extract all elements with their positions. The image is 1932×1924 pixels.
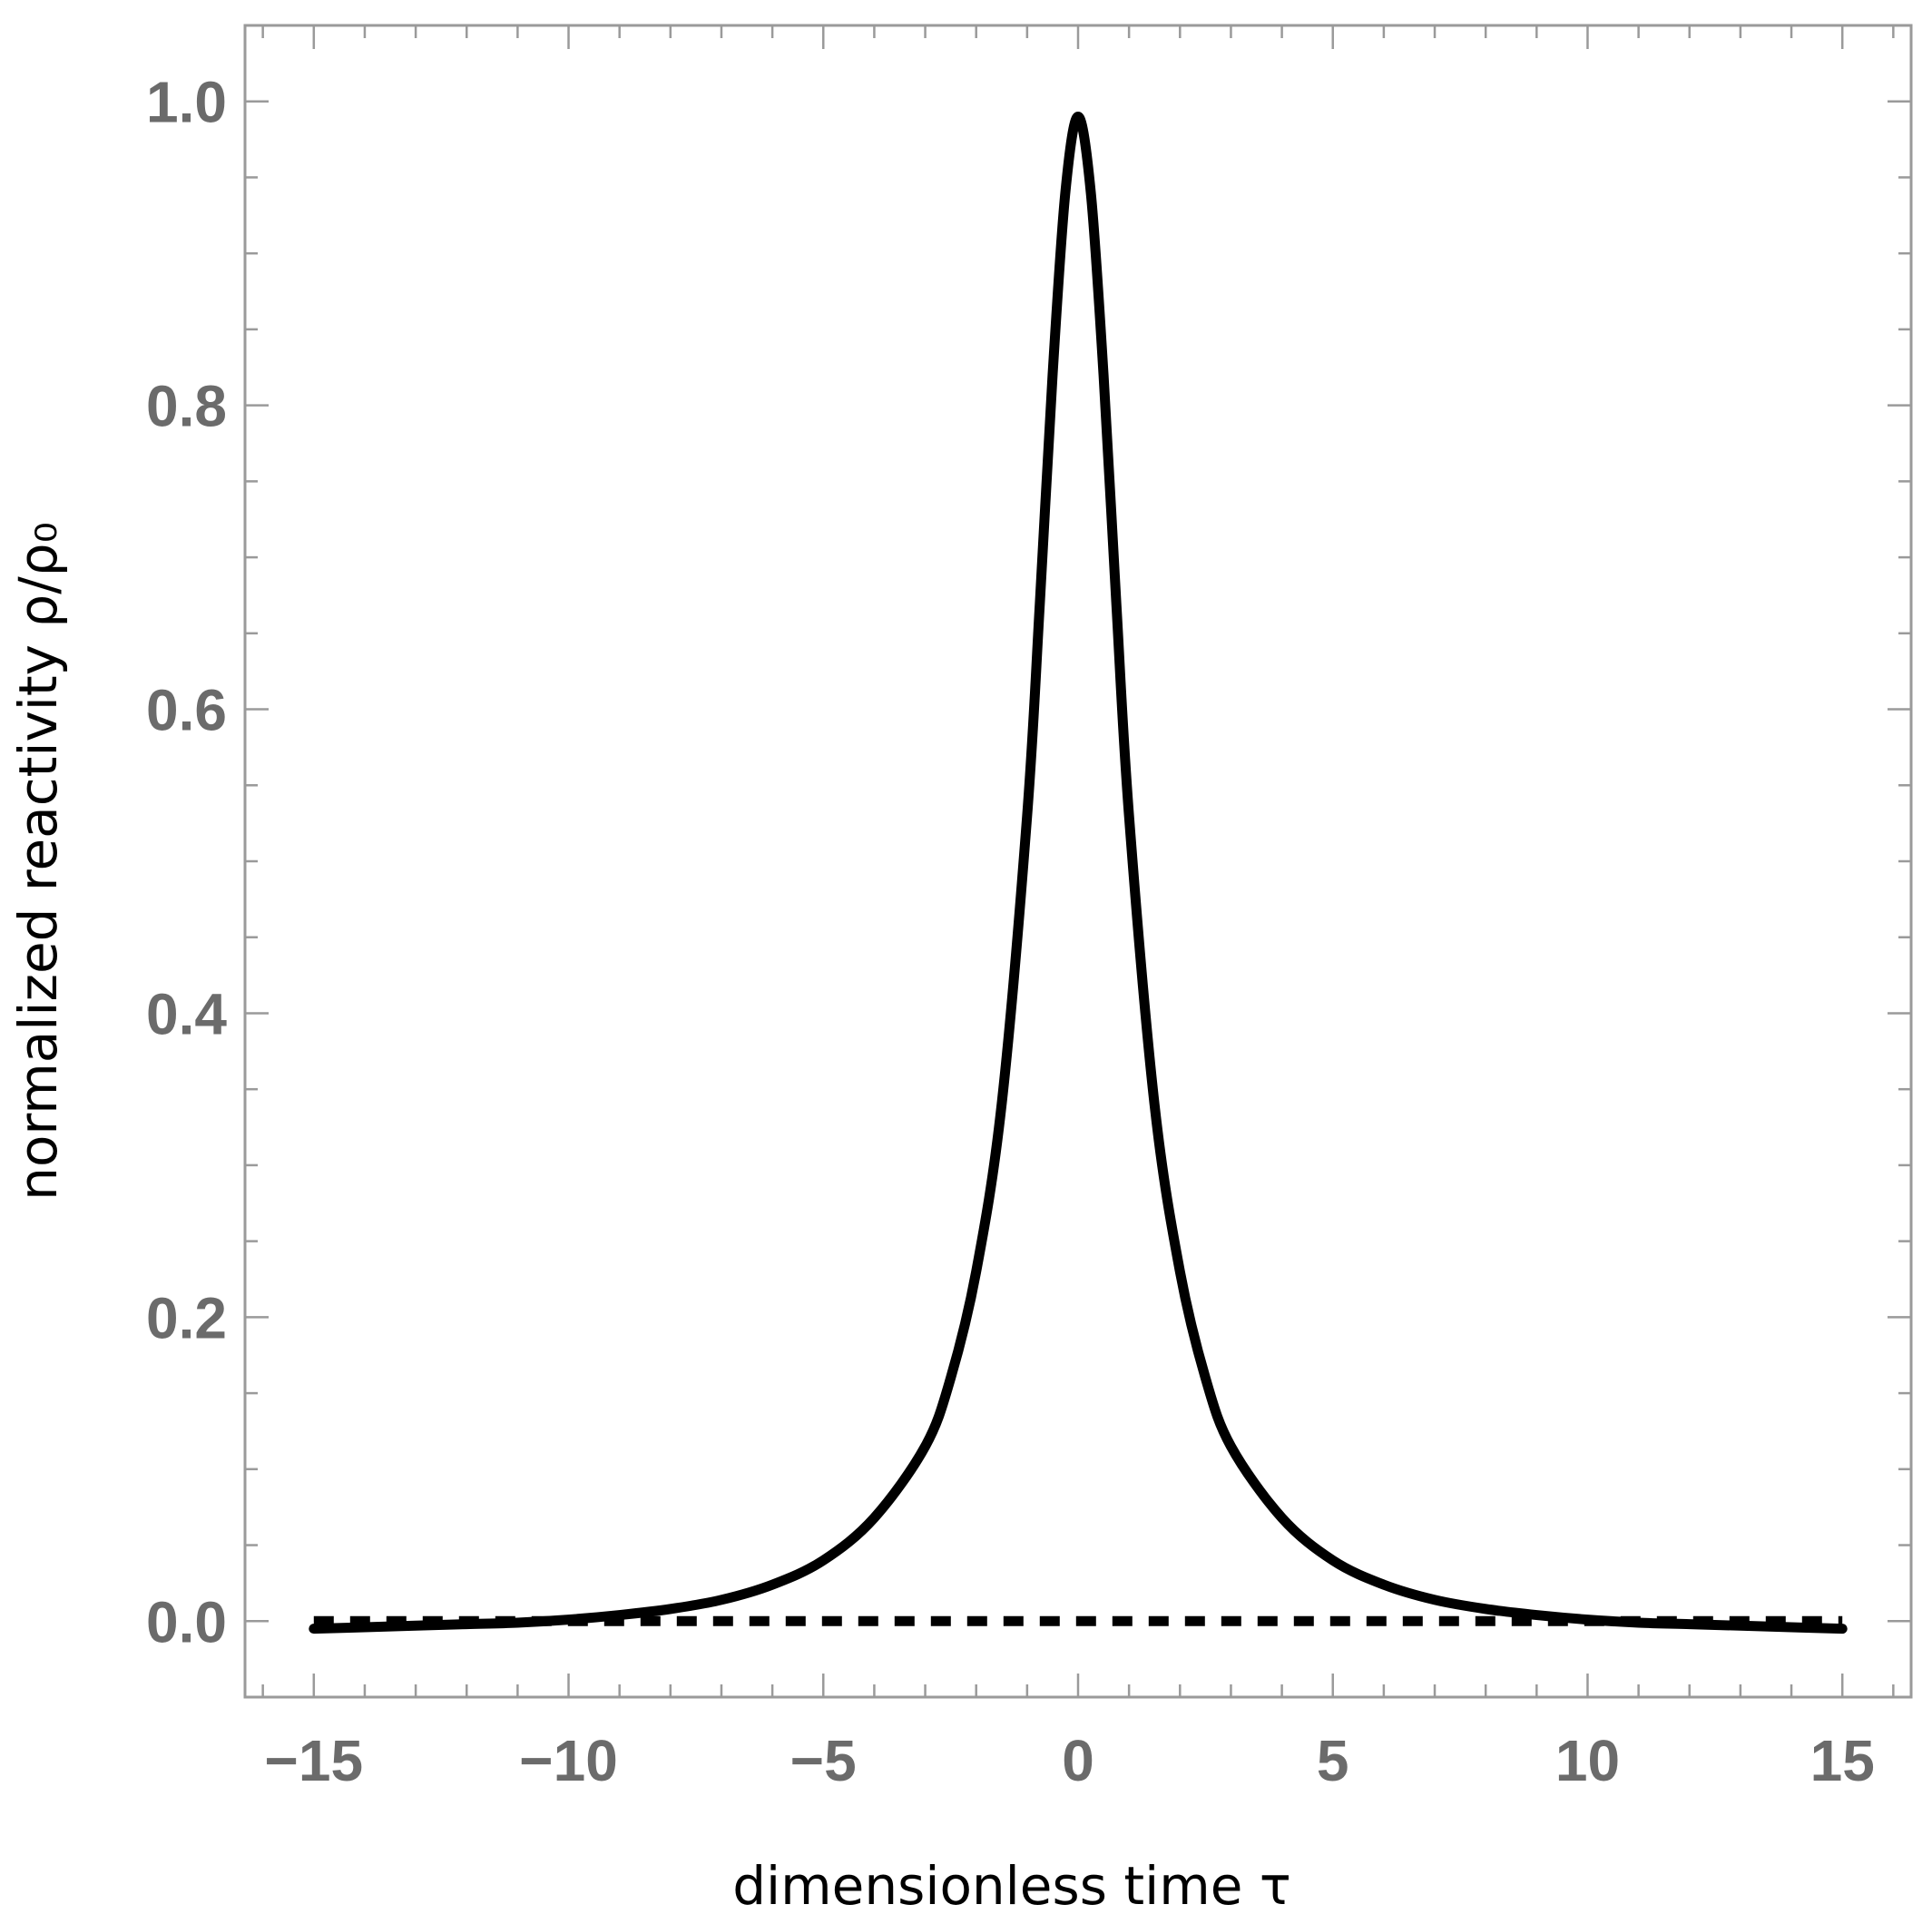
y-tick-label: 0.4	[146, 981, 227, 1046]
plot-frame	[243, 24, 1913, 1699]
y-tick-label: 0.8	[146, 374, 227, 439]
reactivity-curve	[309, 111, 1848, 1634]
y-axis-title: normalized reactivity ρ/ρ₀	[7, 522, 69, 1201]
x-tick-label: 5	[1317, 1728, 1349, 1793]
x-tick-label: 10	[1555, 1728, 1620, 1793]
series-layer	[309, 111, 1848, 1634]
y-tick-label: 0.0	[146, 1589, 227, 1654]
x-axis-title: dimensionless time τ	[732, 1855, 1291, 1917]
x-tick-label: 15	[1810, 1728, 1875, 1793]
axis-tick-labels: −15 −10 −5 0 5 10 15 0.0 0.2 0.4 0.6 0.8 1.0	[146, 70, 1875, 1793]
x-tick-label: −10	[519, 1728, 618, 1793]
y-tick-label: 0.6	[146, 678, 227, 743]
x-tick-label: 0	[1062, 1728, 1094, 1793]
axis-ticks	[245, 24, 1911, 1699]
y-tick-label: 0.2	[146, 1285, 227, 1350]
y-tick-label: 1.0	[146, 70, 227, 135]
x-tick-label: −5	[790, 1728, 857, 1793]
x-tick-label: −15	[265, 1728, 364, 1793]
